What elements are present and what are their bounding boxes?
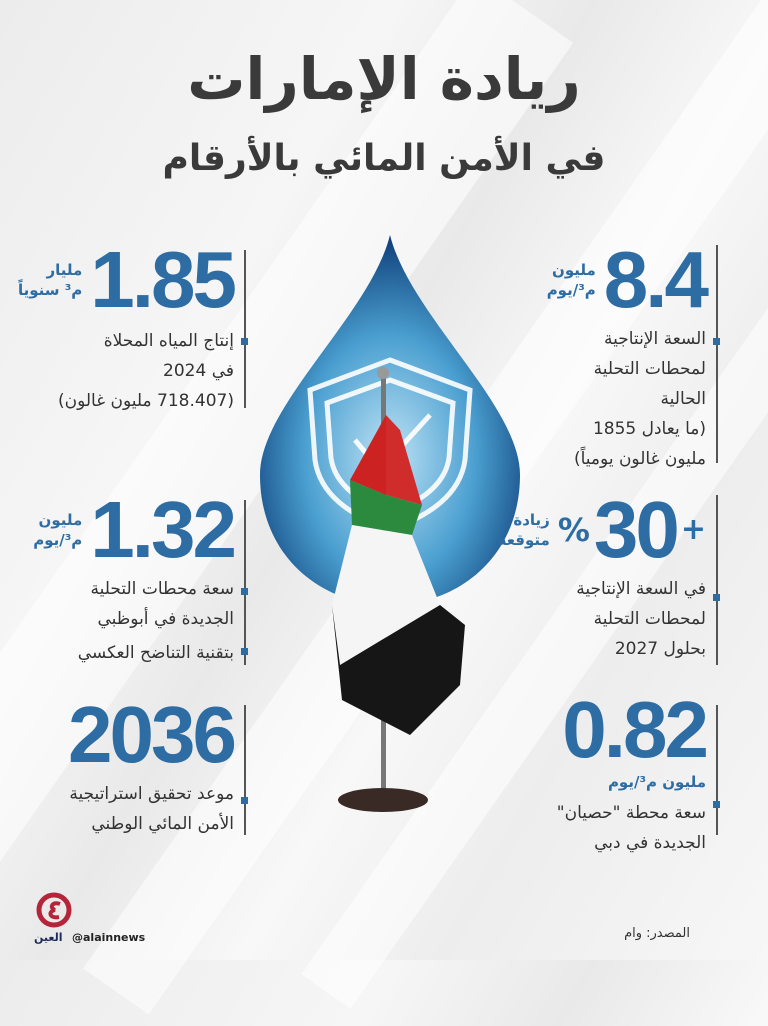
desc-line: الأمن المائي الوطني	[91, 814, 234, 834]
divider-line	[716, 705, 718, 835]
unit-line: م³/يوم	[546, 281, 596, 299]
desc-line: السعة الإنتاجية	[604, 329, 706, 349]
desc-line: إنتاج المياه المحلاة	[103, 331, 234, 351]
stat-description: موعد تحقيق استراتيجية الأمن المائي الوطن…	[14, 779, 234, 839]
unit-line: متوقعة	[497, 531, 550, 549]
stat-unit: زيادة متوقعة	[498, 510, 550, 551]
stat-value: 8.4	[603, 235, 709, 324]
desc-line: الجديدة في دبي	[594, 833, 706, 854]
stat-value: 1.85	[90, 235, 237, 324]
unit-line: مليار	[46, 260, 83, 279]
desc-line: سعة محطة "حصيان"	[556, 803, 706, 824]
stat-current-capacity: 8.4 مليون م³/يوم السعة الإنتاجية لمحطات ا…	[496, 235, 709, 474]
desc-line: الجديدة في أبوظبي	[97, 609, 234, 629]
bullet	[241, 797, 248, 804]
page-subtitle: في الأمن المائي بالأرقام	[162, 138, 606, 179]
desc-line: في 2024	[163, 361, 234, 381]
alain-logo-text: العين	[34, 931, 63, 944]
desc-line: (ما يعادل 1855	[592, 419, 706, 439]
stat-description: سعة محطات التحلية الجديدة في أبوظبي بتقن…	[24, 574, 234, 668]
stat-description: سعة محطة "حصيان" الجديدة في دبي	[496, 798, 706, 858]
bullet	[241, 588, 248, 595]
stat-strategy-year: 2036 موعد تحقيق استراتيجية الأمن المائي …	[14, 690, 237, 839]
stat-value: 0.82	[562, 685, 709, 774]
stat-expected-increase: + 30 % زيادة متوقعة في السعة الإنتاجية لم…	[476, 490, 706, 664]
stat-abudhabi-capacity: 1.32 مليون م³/يوم سعة محطات التحلية الجدي…	[24, 485, 237, 668]
desc-line: موعد تحقيق استراتيجية	[69, 784, 234, 804]
percent-sign: %	[557, 511, 590, 549]
divider-line	[716, 245, 718, 463]
divider-line	[244, 250, 246, 408]
stat-description: إنتاج المياه المحلاة في 2024 (718.407 مل…	[24, 326, 234, 416]
desc-line: بتقنية التناضح العكسي	[77, 643, 234, 663]
stat-desal-production: 1.85 مليار م³ سنوياً إنتاج المياه المحلاة…	[18, 235, 237, 416]
social-handle[interactable]: @alainnews	[72, 931, 146, 944]
bullet	[713, 338, 720, 345]
stat-unit: مليار م³ سنوياً	[18, 260, 82, 301]
bullet	[713, 801, 720, 808]
divider-line	[244, 705, 246, 835]
desc-line: لمحطات التحلية	[593, 359, 706, 379]
unit-line: زيادة	[513, 510, 550, 529]
desc-line: مليون غالون يومياً)	[573, 449, 706, 469]
bullet	[241, 648, 248, 655]
unit-line: م³/يوم	[33, 531, 83, 549]
desc-line: (718.407 مليون غالون)	[57, 391, 234, 411]
stat-unit: مليون م³/يوم	[607, 773, 706, 791]
stat-unit: مليون م³/يوم	[547, 260, 596, 301]
stat-value: 1.32	[90, 485, 237, 574]
desc-line: لمحطات التحلية	[593, 609, 706, 629]
stat-value: 2036	[68, 690, 237, 779]
desc-line: بحلول 2027	[614, 639, 706, 659]
source-credit: المصدر: وام	[624, 926, 690, 941]
unit-line: م³ سنوياً	[17, 281, 83, 299]
desc-line: في السعة الإنتاجية	[576, 579, 706, 599]
stat-hassyan-capacity: 0.82 مليون م³/يوم سعة محطة "حصيان" الجدي…	[496, 685, 709, 858]
desc-line: الحالية	[660, 389, 706, 409]
water-drop-icon	[260, 235, 520, 812]
divider-line	[716, 495, 718, 665]
stat-description: في السعة الإنتاجية لمحطات التحلية بحلول …	[476, 574, 706, 664]
stat-description: السعة الإنتاجية لمحطات التحلية الحالية (…	[496, 324, 706, 474]
desc-line: سعة محطات التحلية	[90, 579, 234, 599]
divider-line	[244, 500, 246, 665]
unit-line: مليون	[38, 510, 83, 529]
unit-line: مليون	[552, 260, 596, 279]
bullet	[713, 594, 720, 601]
page-title: ريادة الإمارات	[187, 45, 581, 113]
bullet	[241, 338, 248, 345]
stat-unit: مليون م³/يوم	[33, 510, 82, 551]
alain-logo-icon	[36, 892, 72, 928]
stat-value: 30	[593, 485, 680, 574]
plus-sign: +	[680, 512, 706, 547]
uae-flag-icon	[332, 367, 465, 812]
